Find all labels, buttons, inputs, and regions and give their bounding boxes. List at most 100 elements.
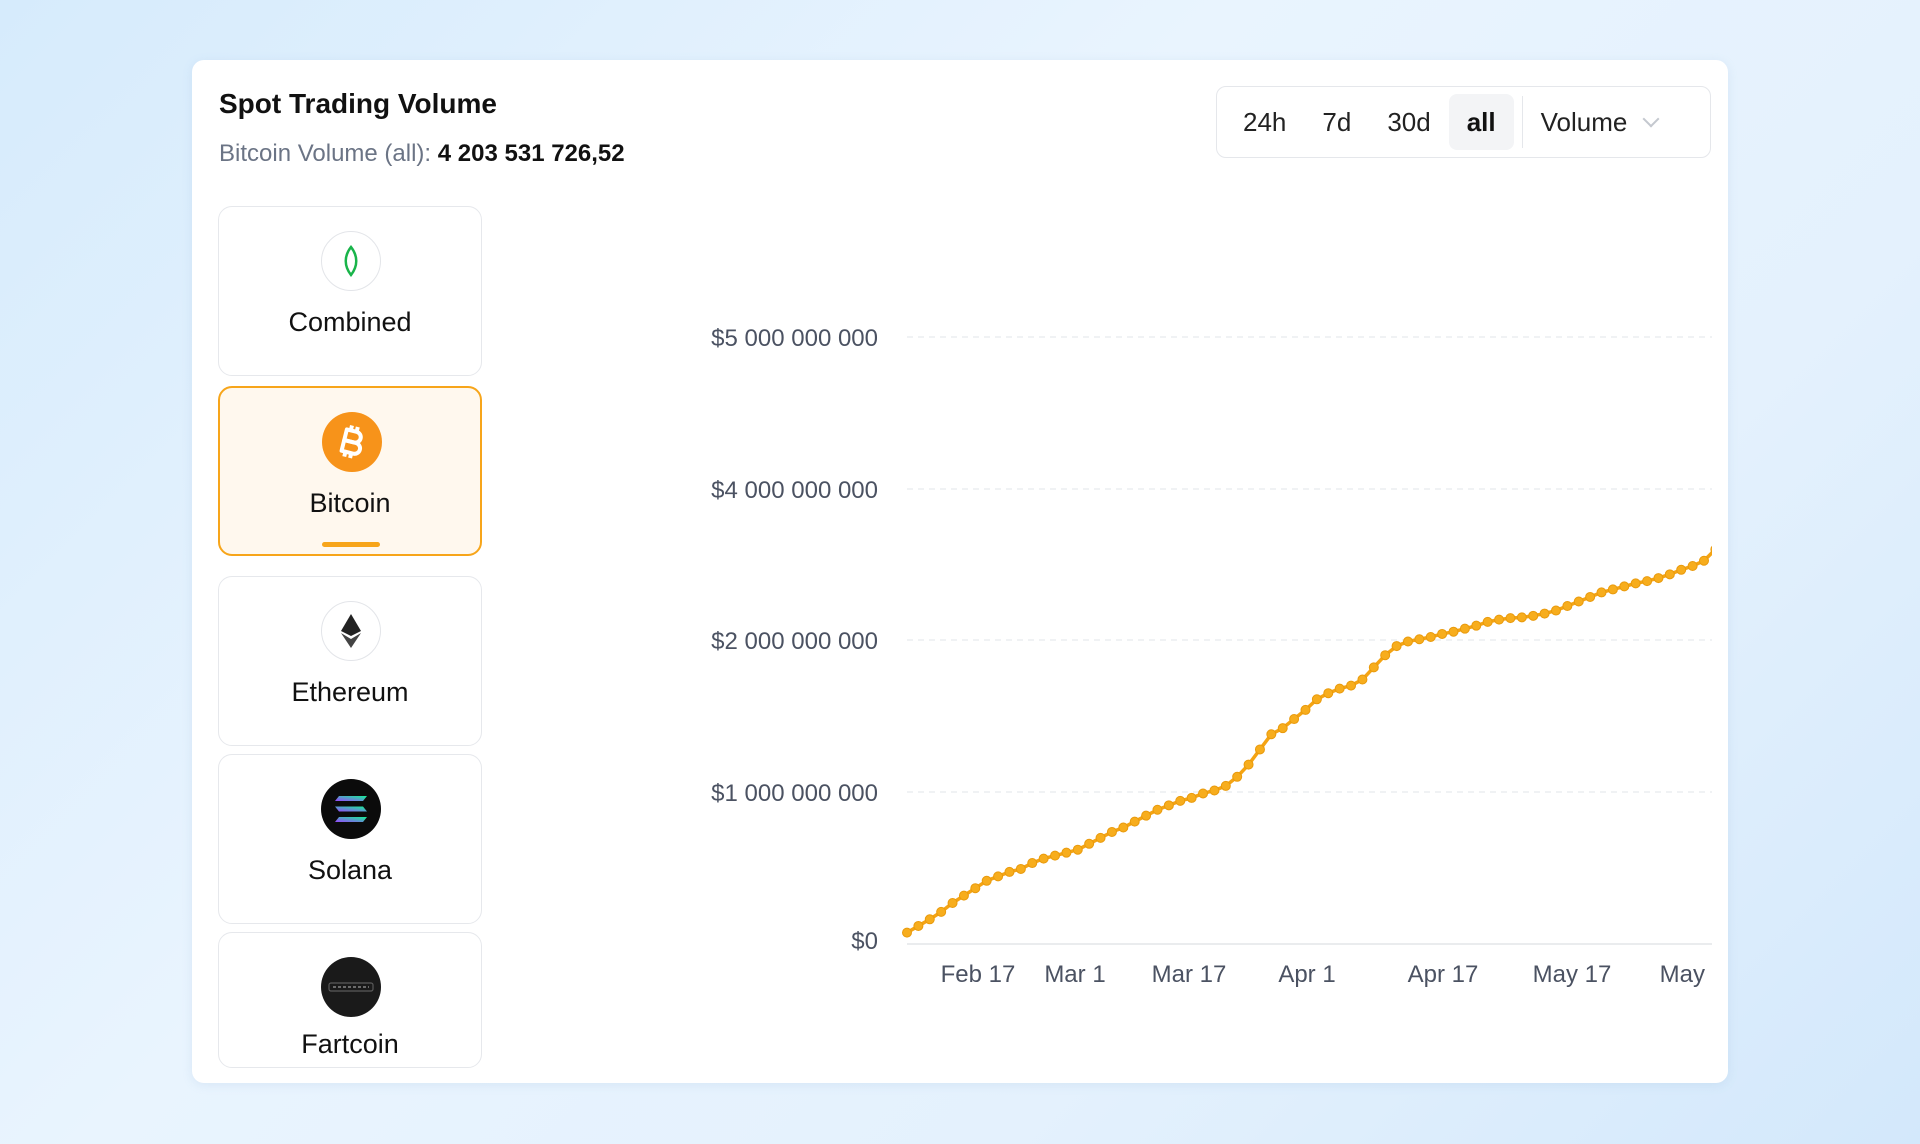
data-point xyxy=(1209,785,1220,796)
range-24h-button[interactable]: 24h xyxy=(1243,106,1287,137)
data-point xyxy=(1311,694,1322,705)
data-point xyxy=(1232,771,1243,782)
data-point xyxy=(1368,662,1379,673)
data-point xyxy=(1459,623,1470,634)
data-point xyxy=(1357,674,1368,685)
bitcoin-icon xyxy=(322,412,382,472)
data-point xyxy=(1653,573,1664,584)
data-point xyxy=(902,927,912,938)
data-point xyxy=(1061,847,1072,858)
card-title: Spot Trading Volume xyxy=(219,88,497,119)
data-point xyxy=(1539,608,1550,619)
y-tick-label: $2 000 000 000 xyxy=(711,628,878,655)
data-point xyxy=(1630,578,1641,589)
data-point xyxy=(1494,614,1505,625)
data-point xyxy=(1642,576,1653,587)
data-point xyxy=(1687,561,1698,572)
volume-line-chart: $0 $1 000 000 000 $2 000 000 000 $4 000 000… xyxy=(711,325,1712,988)
data-point xyxy=(1289,714,1300,725)
data-point xyxy=(1528,610,1539,621)
asset-card-fartcoin[interactable]: Fartcoin xyxy=(218,932,482,1068)
data-point xyxy=(981,875,992,886)
asset-card-combined[interactable]: Combined xyxy=(218,206,482,376)
chevron-down-icon xyxy=(1642,110,1660,128)
solana-icon xyxy=(321,779,381,839)
data-point xyxy=(1266,729,1277,740)
range-7d-button[interactable]: 7d xyxy=(1322,106,1352,137)
asset-label: Combined xyxy=(288,307,412,337)
asset-label: Solana xyxy=(307,855,393,885)
range-all-button[interactable]: all xyxy=(1448,94,1514,150)
ethereum-icon xyxy=(321,601,381,661)
data-point xyxy=(1084,838,1095,849)
x-tick-label: Feb 17 xyxy=(941,961,1016,988)
data-point xyxy=(1505,613,1516,624)
data-point xyxy=(1038,853,1049,864)
data-point xyxy=(1698,555,1709,566)
data-point xyxy=(1391,641,1402,652)
data-point xyxy=(1323,688,1334,699)
data-point xyxy=(970,883,981,894)
data-point xyxy=(958,890,969,901)
data-point xyxy=(1186,792,1197,803)
data-point xyxy=(1141,810,1152,821)
data-point xyxy=(1414,634,1425,645)
fartcoin-icon xyxy=(321,957,381,1017)
controls-divider xyxy=(1521,96,1523,148)
data-point xyxy=(1710,545,1712,554)
data-point xyxy=(1106,826,1117,837)
data-point xyxy=(1402,636,1413,647)
data-point xyxy=(1015,863,1026,874)
volume-summary-label: Bitcoin Volume (all): xyxy=(219,140,432,167)
x-tick-label: May 17 xyxy=(1533,961,1612,988)
selected-indicator xyxy=(322,542,380,547)
asset-card-bitcoin[interactable]: Bitcoin xyxy=(218,386,482,556)
data-point xyxy=(1254,744,1265,755)
y-tick-label: $0 xyxy=(851,928,878,955)
data-point xyxy=(1300,704,1311,715)
data-point xyxy=(1550,605,1561,616)
data-point xyxy=(1562,601,1573,612)
data-point xyxy=(1004,866,1015,877)
data-point xyxy=(1129,816,1140,827)
data-point xyxy=(1607,584,1618,595)
data-point xyxy=(1619,581,1630,592)
x-tick-label: Mar 17 xyxy=(1152,961,1227,988)
data-point xyxy=(1243,759,1254,770)
data-point xyxy=(1175,795,1186,806)
data-point xyxy=(1050,850,1061,861)
volume-summary: Bitcoin Volume (all): 4 203 531 726,52 xyxy=(219,140,625,168)
data-point xyxy=(1380,650,1391,661)
volume-summary-value: 4 203 531 726,52 xyxy=(437,140,625,167)
asset-card-ethereum[interactable]: Ethereum xyxy=(218,576,482,746)
asset-label: Bitcoin xyxy=(309,488,391,518)
data-point xyxy=(1664,569,1675,580)
range-controls: 24h 7d 30d all Volume xyxy=(1216,86,1711,158)
data-point xyxy=(1152,804,1163,815)
y-tick-label: $4 000 000 000 xyxy=(711,477,878,504)
data-point xyxy=(1346,680,1357,691)
data-point xyxy=(1596,587,1607,598)
data-point xyxy=(936,906,947,917)
data-point xyxy=(1095,832,1106,843)
data-point xyxy=(1676,564,1687,575)
asset-card-solana[interactable]: Solana xyxy=(218,754,482,924)
data-point xyxy=(1163,800,1174,811)
leaf-icon xyxy=(321,231,381,291)
data-point xyxy=(913,920,924,931)
data-point xyxy=(1482,616,1493,627)
data-point xyxy=(924,914,935,925)
y-tick-label: $5 000 000 000 xyxy=(711,325,878,352)
data-point xyxy=(1425,631,1436,642)
volume-card: Spot Trading Volume Bitcoin Volume (all)… xyxy=(192,60,1728,1083)
data-point xyxy=(1516,612,1527,623)
range-30d-button[interactable]: 30d xyxy=(1387,106,1431,137)
data-point xyxy=(1471,620,1482,631)
y-tick-label: $1 000 000 000 xyxy=(711,780,878,807)
data-point xyxy=(1585,591,1596,602)
metric-select[interactable]: Volume xyxy=(1531,94,1668,150)
x-tick-label: Mar 1 xyxy=(1044,961,1105,988)
x-tick-label: Apr 1 xyxy=(1278,961,1335,988)
data-point xyxy=(993,871,1004,882)
data-point xyxy=(1118,822,1129,833)
